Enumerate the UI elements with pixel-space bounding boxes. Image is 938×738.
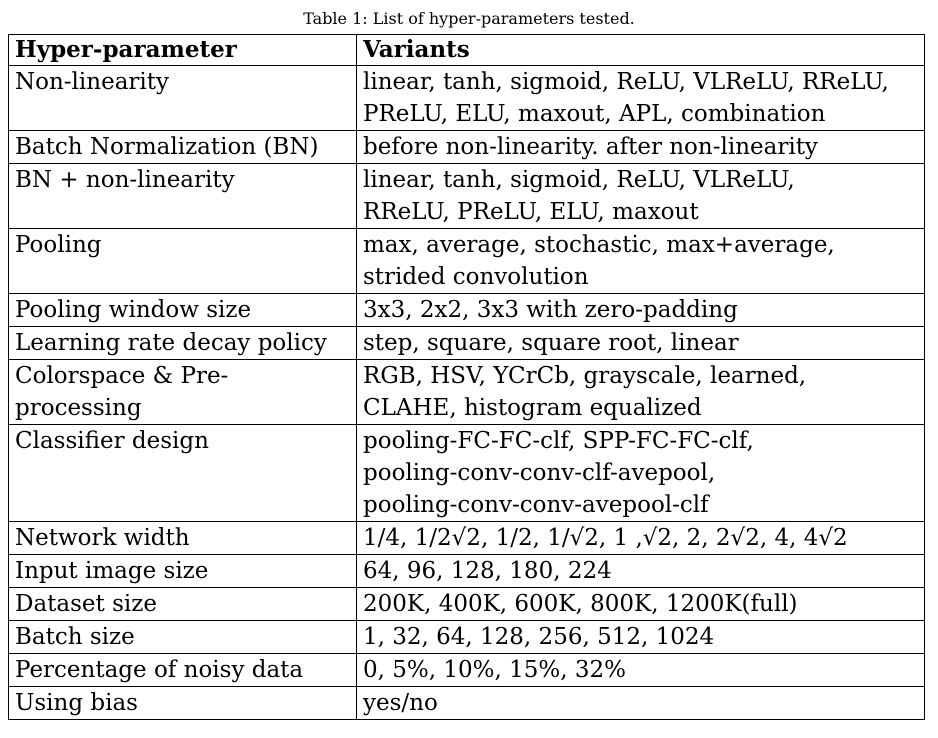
hyper-parameter-table: Hyper-parameter Variants Non-linearity l…	[8, 34, 925, 720]
variants-cell: 0, 5%, 10%, 15%, 32%	[356, 653, 925, 687]
variants-cell: 1, 32, 64, 128, 256, 512, 1024	[356, 620, 925, 654]
variants-cell: yes/no	[356, 686, 925, 720]
variants-cell: 64, 96, 128, 180, 224	[356, 554, 925, 588]
hyper-parameter-cell: Input image size	[8, 554, 357, 588]
hyper-parameter-cell: Percentage of noisy data	[8, 653, 357, 687]
header-hyper-parameter: Hyper-parameter	[8, 34, 357, 66]
table-row: Learning rate decay policy step, square,…	[8, 326, 925, 360]
table-row: Non-linearity linear, tanh, sigmoid, ReL…	[8, 65, 925, 131]
table-row: Percentage of noisy data 0, 5%, 10%, 15%…	[8, 653, 925, 687]
hyper-parameter-cell: BN + non-linearity	[8, 163, 357, 229]
variants-cell: RGB, HSV, YCrCb, grayscale, learned, CLA…	[356, 359, 925, 425]
variants-cell: max, average, stochastic, max+average, s…	[356, 228, 925, 294]
table-row: Dataset size 200K, 400K, 600K, 800K, 120…	[8, 587, 925, 621]
variants-cell: 200K, 400K, 600K, 800K, 1200K(full)	[356, 587, 925, 621]
header-variants: Variants	[356, 34, 925, 66]
table-row: Batch size 1, 32, 64, 128, 256, 512, 102…	[8, 620, 925, 654]
table-row: Network width 1/4, 1/2√2, 1/2, 1/√2, 1 ,…	[8, 521, 925, 555]
variants-cell: step, square, square root, linear	[356, 326, 925, 360]
table-row: Batch Normalization (BN) before non-line…	[8, 130, 925, 164]
table-row: BN + non-linearity linear, tanh, sigmoid…	[8, 163, 925, 229]
variants-cell: pooling-FC-FC-clf, SPP-FC-FC-clf, poolin…	[356, 424, 925, 522]
hyper-parameter-cell: Colorspace & Pre-processing	[8, 359, 357, 425]
variants-cell: 3x3, 2x2, 3x3 with zero-padding	[356, 293, 925, 327]
hyper-parameter-cell: Pooling	[8, 228, 357, 294]
hyper-parameter-cell: Dataset size	[8, 587, 357, 621]
hyper-parameter-cell: Batch Normalization (BN)	[8, 130, 357, 164]
table-row: Pooling max, average, stochastic, max+av…	[8, 228, 925, 294]
table-row: Pooling window size 3x3, 2x2, 3x3 with z…	[8, 293, 925, 327]
variants-cell: linear, tanh, sigmoid, ReLU, VLReLU, RRe…	[356, 65, 925, 131]
table-row: Classifier design pooling-FC-FC-clf, SPP…	[8, 424, 925, 522]
hyper-parameter-cell: Pooling window size	[8, 293, 357, 327]
table-row: Input image size 64, 96, 128, 180, 224	[8, 554, 925, 588]
table-row: Colorspace & Pre-processing RGB, HSV, YC…	[8, 359, 925, 425]
variants-cell: before non-linearity. after non-linearit…	[356, 130, 925, 164]
hyper-parameter-cell: Batch size	[8, 620, 357, 654]
table-caption: Table 1: List of hyper-parameters tested…	[303, 9, 635, 28]
hyper-parameter-cell: Non-linearity	[8, 65, 357, 131]
hyper-parameter-cell: Using bias	[8, 686, 357, 720]
variants-cell: linear, tanh, sigmoid, ReLU, VLReLU, RRe…	[356, 163, 925, 229]
hyper-parameter-cell: Classifier design	[8, 424, 357, 522]
hyper-parameter-cell: Network width	[8, 521, 357, 555]
variants-cell: 1/4, 1/2√2, 1/2, 1/√2, 1 ,√2, 2, 2√2, 4,…	[356, 521, 925, 555]
hyper-parameter-cell: Learning rate decay policy	[8, 326, 357, 360]
table-row: Using bias yes/no	[8, 686, 925, 720]
table-header-row: Hyper-parameter Variants	[8, 34, 925, 66]
